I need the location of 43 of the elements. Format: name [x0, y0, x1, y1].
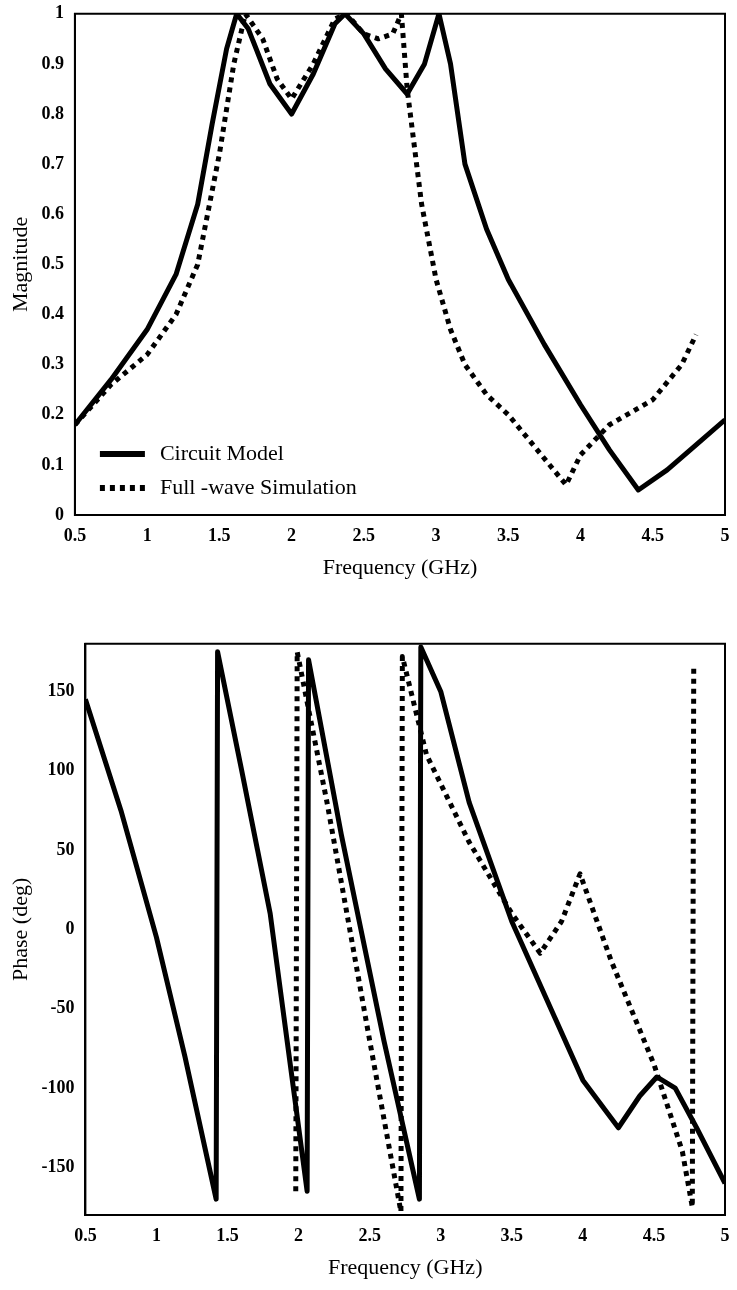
x-tick-label: 3.5 [497, 525, 520, 546]
x-tick-label: 1.5 [216, 1225, 239, 1246]
x-tick-label: 3 [436, 1225, 446, 1246]
y-tick-label: 0 [65, 918, 75, 939]
legend-label: Circuit Model [159, 439, 284, 465]
x-tick-label: 1 [151, 1225, 161, 1246]
y-tick-label: -100 [41, 1076, 75, 1097]
y-tick-label: -150 [41, 1156, 75, 1177]
x-tick-label: 5 [720, 1225, 730, 1246]
x-tick-label: 2 [287, 525, 297, 546]
x-tick-label: 4.5 [642, 1225, 666, 1246]
y-tick-label: 150 [47, 680, 75, 701]
y-tick-label: 0.3 [41, 353, 64, 374]
y-tick-label: 0.6 [41, 202, 64, 223]
y-tick-label: 50 [56, 838, 75, 859]
y-axis-title: Magnitude [6, 216, 32, 313]
y-tick-label: 0.9 [41, 52, 64, 73]
x-tick-label: 2 [294, 1225, 304, 1246]
x-tick-label: 4.5 [641, 525, 665, 546]
y-axis-title: Phase (deg) [6, 877, 32, 982]
x-tick-label: 3.5 [500, 1225, 524, 1246]
y-tick-label: 0.5 [41, 253, 64, 274]
x-tick-label: 4 [578, 1225, 588, 1246]
x-axis-title: Frequency (GHz) [322, 553, 478, 579]
x-tick-label: 1.5 [208, 525, 231, 546]
legend-label: Full -wave Simulation [159, 473, 357, 499]
x-tick-label: 4 [576, 525, 586, 546]
y-tick-label: 100 [47, 759, 75, 780]
y-tick-label: -50 [50, 997, 75, 1018]
y-tick-label: 1 [54, 2, 64, 23]
y-tick-label: 0.1 [41, 453, 64, 474]
y-tick-label: 0 [54, 503, 64, 524]
y-tick-label: 0.4 [41, 303, 64, 324]
x-tick-label: 3 [431, 525, 441, 546]
x-tick-label: 2.5 [358, 1225, 381, 1246]
x-axis-title: Frequency (GHz) [327, 1253, 483, 1279]
x-tick-label: 2.5 [352, 525, 376, 546]
x-tick-label: 0.5 [74, 1225, 97, 1246]
y-tick-label: 0.7 [41, 152, 64, 173]
x-tick-label: 1 [142, 525, 152, 546]
x-tick-label: 5 [720, 525, 730, 546]
y-tick-label: 0.2 [41, 403, 64, 424]
y-tick-label: 0.8 [41, 102, 64, 123]
